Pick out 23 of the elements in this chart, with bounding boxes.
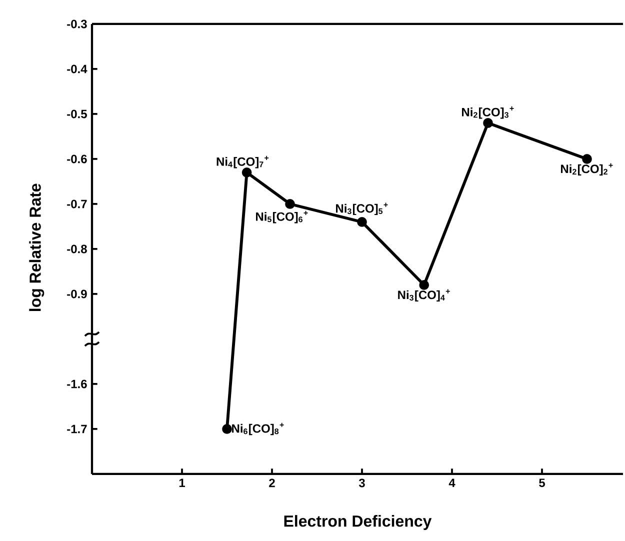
annotation: Ni$_{5}$[CO]$_{6}$+ (256, 210, 308, 224)
y-tick-label: -0.5 (67, 110, 87, 118)
y-tick-label: -0.6 (67, 154, 87, 164)
annotation: Ni$_{6}$[CO]$_{8}$+ (232, 422, 284, 436)
annotation: Ni$_{2}$[CO]$_{2}$+ (561, 163, 613, 176)
y-axis-title: log Relative Rate (29, 184, 44, 311)
annotation: Ni$_{3}$[CO]$_{5}$+ (336, 202, 388, 216)
annotation: Ni$_{4}$[CO]$_{7}$+ (216, 156, 269, 168)
y-tick-label: -0.9 (67, 290, 87, 298)
y-tick-label: -0.7 (67, 200, 87, 208)
annotation: Ni$_{2}$[CO]$_{3}$+ (462, 106, 514, 119)
y-tick-label: -1.6 (67, 380, 87, 388)
x-tick-label: 5 (539, 478, 545, 488)
y-tick-label: -0.4 (67, 64, 88, 74)
x-tick-label: 2 (269, 478, 275, 488)
x-tick-label: 4 (448, 478, 456, 487)
x-tick-label: 3 (358, 478, 365, 488)
annotation: Ni$_{3}$[CO]$_{4}$+ (398, 289, 450, 302)
x-tick-label: 1 (179, 478, 185, 487)
y-tick-label: -0.8 (67, 244, 87, 254)
y-tick-label: -1.7 (67, 424, 87, 434)
x-axis-title: Electron Deficiency (284, 515, 432, 530)
y-tick-label: -0.3 (67, 20, 87, 28)
